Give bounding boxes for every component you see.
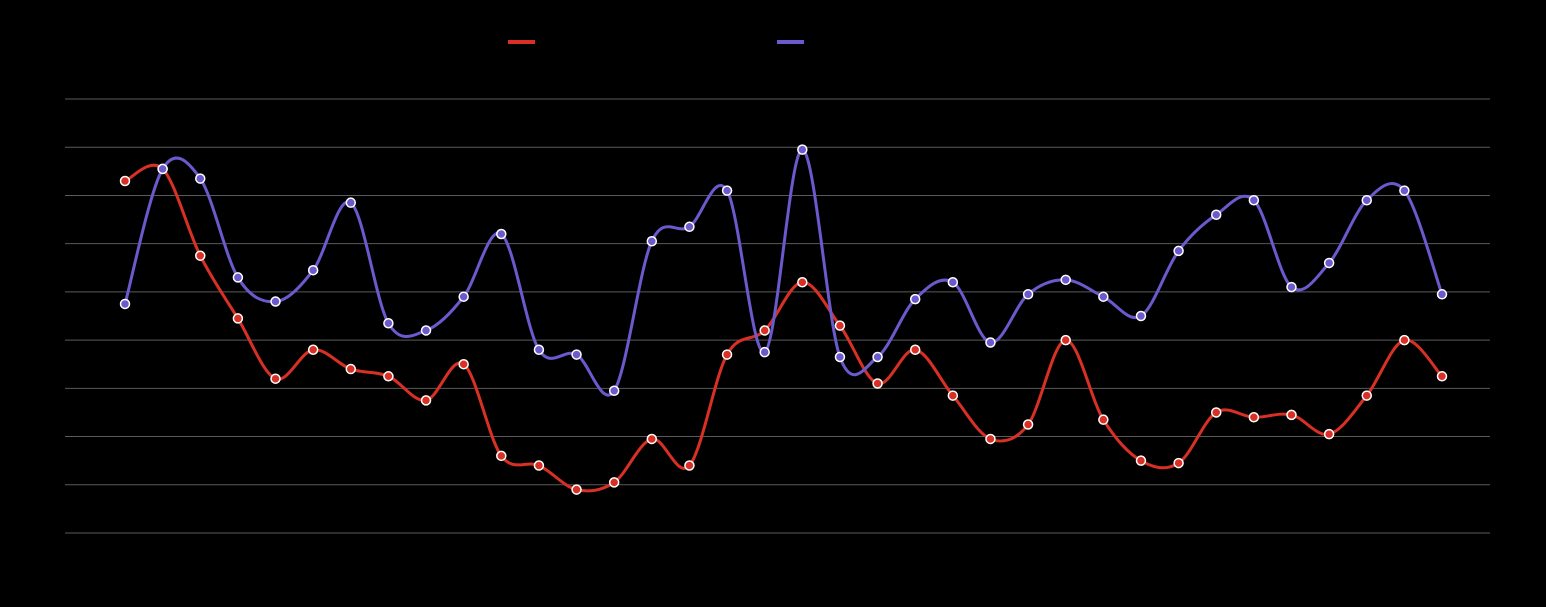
- data-point: [1399, 185, 1410, 196]
- data-point: [1210, 209, 1222, 220]
- data-point: [834, 320, 846, 331]
- data-point: [759, 325, 770, 336]
- data-point: [270, 296, 281, 307]
- data-point: [1323, 428, 1335, 440]
- data-point: [345, 363, 357, 375]
- data-point: [608, 385, 620, 396]
- data-point: [985, 337, 996, 348]
- data-point: [1248, 195, 1260, 206]
- data-point: [834, 351, 846, 363]
- series-layer: [119, 144, 1448, 495]
- data-point: [420, 325, 432, 336]
- data-point: [270, 373, 281, 384]
- data-point: [571, 349, 582, 360]
- data-point: [721, 349, 733, 360]
- data-point: [1399, 334, 1410, 346]
- data-point: [119, 298, 131, 310]
- data-point: [1098, 414, 1109, 425]
- data-point: [496, 450, 507, 462]
- data-point: [496, 228, 507, 240]
- data-point: [1323, 257, 1335, 269]
- data-point: [909, 293, 921, 305]
- data-point: [909, 344, 921, 356]
- data-point: [721, 185, 733, 196]
- data-point: [872, 351, 883, 363]
- data-point: [985, 433, 996, 445]
- data-point: [1060, 334, 1071, 346]
- data-point: [646, 236, 658, 247]
- data-point: [1248, 412, 1260, 423]
- data-point: [797, 276, 808, 288]
- data-point: [684, 460, 695, 471]
- series-2: [119, 144, 1448, 397]
- data-point: [420, 395, 432, 406]
- data-point: [307, 264, 319, 276]
- data-point: [458, 291, 469, 302]
- data-point: [1286, 409, 1297, 421]
- data-point: [232, 313, 244, 324]
- data-point: [872, 378, 883, 389]
- data-point: [1436, 289, 1448, 300]
- series-1: [119, 163, 1448, 495]
- data-point: [533, 460, 545, 471]
- data-point: [759, 346, 770, 358]
- data-point: [232, 272, 244, 283]
- data-point: [1210, 407, 1222, 418]
- data-point: [195, 173, 206, 184]
- series-line: [123, 148, 1444, 397]
- data-point: [646, 433, 658, 445]
- data-point: [307, 344, 319, 356]
- series-line: [123, 163, 1444, 493]
- data-point: [458, 358, 469, 370]
- data-point: [157, 163, 168, 175]
- data-point: [1173, 457, 1184, 469]
- data-point: [383, 317, 394, 329]
- data-point: [533, 344, 545, 356]
- data-point: [947, 390, 959, 401]
- data-point: [1135, 455, 1147, 466]
- data-point: [1286, 281, 1297, 293]
- data-point: [1361, 390, 1372, 401]
- data-point: [1361, 195, 1372, 206]
- data-point: [383, 371, 394, 382]
- data-point: [1060, 274, 1071, 286]
- data-point: [1173, 245, 1184, 257]
- data-point: [571, 484, 582, 495]
- data-point: [608, 477, 620, 488]
- data-point: [1022, 289, 1034, 300]
- data-point: [195, 250, 206, 261]
- data-point: [1022, 419, 1034, 430]
- data-point: [1098, 291, 1109, 302]
- data-point: [947, 276, 959, 288]
- data-point: [1135, 310, 1147, 322]
- data-point: [797, 144, 808, 155]
- data-point: [1436, 371, 1448, 382]
- gridlines: [65, 98, 1490, 534]
- data-point: [345, 197, 357, 208]
- data-point: [684, 221, 695, 233]
- data-point: [119, 175, 131, 187]
